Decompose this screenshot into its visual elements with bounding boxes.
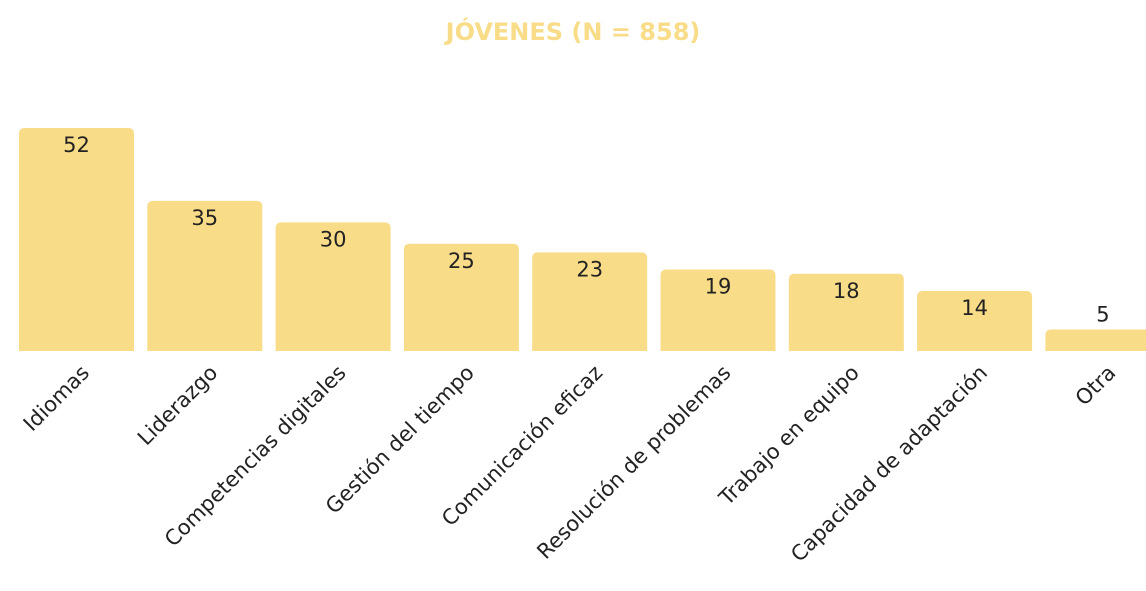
value-label: 5	[1096, 303, 1109, 327]
value-label: 30	[320, 227, 347, 251]
value-label: 18	[833, 279, 860, 303]
x-tick-label: Idiomas	[19, 361, 94, 436]
x-tick-label: Otra	[1071, 361, 1121, 411]
bar	[19, 128, 134, 351]
value-label: 19	[705, 275, 732, 299]
value-label: 52	[63, 133, 90, 157]
value-label: 35	[191, 206, 218, 230]
bar	[1045, 329, 1146, 351]
value-label: 14	[961, 296, 988, 320]
chart-title: JÓVENES (N = 858)	[444, 16, 701, 46]
bar	[532, 252, 648, 351]
bar	[147, 200, 263, 351]
value-label: 25	[448, 249, 475, 273]
x-tick-label: Liderazgo	[133, 361, 222, 450]
bar	[917, 290, 1033, 351]
bar	[403, 243, 519, 351]
bar	[275, 222, 391, 351]
value-label: 23	[576, 257, 603, 281]
x-tick-label: Trabajo en equipo	[714, 361, 864, 511]
bar	[788, 273, 904, 351]
bar	[660, 269, 776, 351]
